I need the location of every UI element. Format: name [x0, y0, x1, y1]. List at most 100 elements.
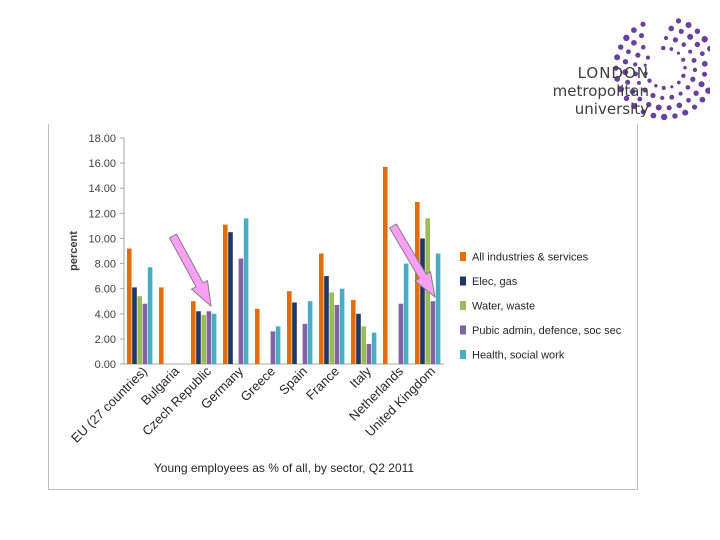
- logo-dot-47: [629, 88, 636, 95]
- bar: [287, 291, 292, 364]
- bar: [191, 301, 196, 364]
- y-tick-label: 18.00: [88, 133, 116, 145]
- logo-dot-22: [678, 91, 683, 96]
- logo-dot-7: [670, 85, 674, 89]
- logo-dot-49: [622, 69, 629, 76]
- bar: [403, 263, 409, 364]
- logo-dot-67: [660, 113, 668, 121]
- logo-dot-12: [643, 63, 647, 67]
- y-axis-label: percent: [68, 231, 80, 271]
- logo-dot-37: [701, 60, 708, 67]
- logo-dot-78: [631, 27, 637, 34]
- x-tick-label: EU (27 countries): [68, 364, 150, 446]
- logo-dot-41: [686, 97, 691, 103]
- bar: [127, 248, 132, 364]
- logo-dot-5: [681, 73, 686, 78]
- y-tick-label: 4.00: [95, 309, 116, 321]
- logo-dot-51: [626, 49, 631, 55]
- logo-dot-1: [669, 47, 674, 51]
- y-tick-label: 8.00: [95, 259, 116, 271]
- bar: [147, 267, 153, 364]
- legend-label: Elec, gas: [472, 276, 518, 288]
- logo-dot-0: [661, 45, 666, 51]
- logo-text-university: university: [574, 100, 649, 118]
- legend-swatch: [460, 301, 466, 310]
- bar: [137, 296, 142, 364]
- logo-dot-9: [654, 84, 658, 88]
- bar: [302, 323, 308, 364]
- bar: [319, 253, 324, 364]
- y-tick-label: 2.00: [95, 334, 116, 346]
- legend-swatch: [460, 252, 466, 261]
- bar: [366, 343, 372, 364]
- logo-dot-19: [692, 67, 698, 73]
- logo-dot-62: [705, 87, 712, 94]
- logo-dot-69: [640, 109, 646, 115]
- logo-dot-44: [655, 104, 662, 111]
- logo-dot-11: [643, 71, 648, 76]
- legend-label: Water, waste: [472, 301, 535, 313]
- logo-dot-39: [698, 81, 705, 88]
- logo-dot-72: [617, 85, 624, 93]
- legend-swatch: [460, 325, 466, 335]
- logo-dot-43: [666, 105, 672, 111]
- logo-dot-55: [685, 21, 692, 29]
- bar: [420, 238, 425, 364]
- bar: [255, 308, 260, 364]
- logo-dot-32: [668, 25, 675, 32]
- logo-dot-56: [694, 28, 701, 34]
- bar-chart: 0.00 2.00 4.00 6.00 8.00 10.00 12.00 14.00 16.00…: [68, 133, 622, 475]
- logo-dot-10: [647, 78, 652, 83]
- bar: [132, 287, 137, 364]
- bar: [292, 302, 297, 364]
- bar: [211, 313, 217, 364]
- bar: [324, 276, 329, 364]
- bar: [334, 304, 340, 364]
- logo-dot-30: [635, 52, 641, 58]
- logo-dot-8: [661, 85, 666, 91]
- logo-dot-34: [687, 33, 694, 40]
- logo-dot-18: [691, 57, 697, 63]
- bar: [275, 326, 281, 364]
- x-tick-label: France: [303, 364, 342, 403]
- logo-dot-75: [614, 54, 621, 61]
- bar: [430, 301, 436, 364]
- y-tick-label: 14.00: [88, 183, 116, 195]
- logo-dot-29: [633, 62, 638, 67]
- logo-dot-76: [617, 44, 624, 50]
- logo-dot-64: [691, 104, 698, 110]
- logo-dot-13: [645, 55, 650, 60]
- bar: [142, 303, 148, 364]
- bar: [238, 258, 244, 364]
- logo-dot-73: [614, 75, 621, 82]
- logo-dot-25: [650, 92, 656, 99]
- bar: [243, 218, 249, 364]
- x-tick-label: Italy: [347, 363, 375, 391]
- x-tick-label: Greece: [237, 364, 278, 405]
- logo-dot-4: [683, 66, 687, 70]
- y-tick-label: 10.00: [88, 233, 116, 245]
- logo-dot-58: [707, 45, 713, 52]
- logo-text-metropolitan: metropolitan: [552, 82, 649, 100]
- logo-dot-27: [636, 80, 641, 85]
- logo-dot-50: [622, 59, 629, 65]
- bar: [339, 288, 345, 364]
- chart-title: Young employees as % of all, by sector, …: [154, 461, 414, 475]
- logo-dot-28: [633, 71, 639, 77]
- logo-dot-2: [676, 51, 681, 55]
- annotation-arrow-czech-republic: [168, 233, 212, 308]
- logo-dot-52: [631, 39, 637, 46]
- logo-dot-63: [699, 96, 706, 103]
- logo-text-london: LONDON: [577, 64, 649, 82]
- logo-dot-21: [685, 85, 691, 90]
- logo-dot-15: [672, 37, 679, 43]
- bar: [223, 224, 228, 364]
- bar: [398, 303, 404, 364]
- logo-dot-16: [681, 42, 687, 47]
- bar: [371, 332, 377, 364]
- logo-dot-68: [650, 112, 657, 119]
- bar: [201, 315, 206, 364]
- logo-dot-66: [672, 113, 678, 119]
- logo-dot-26: [642, 87, 648, 93]
- bar: [351, 299, 356, 364]
